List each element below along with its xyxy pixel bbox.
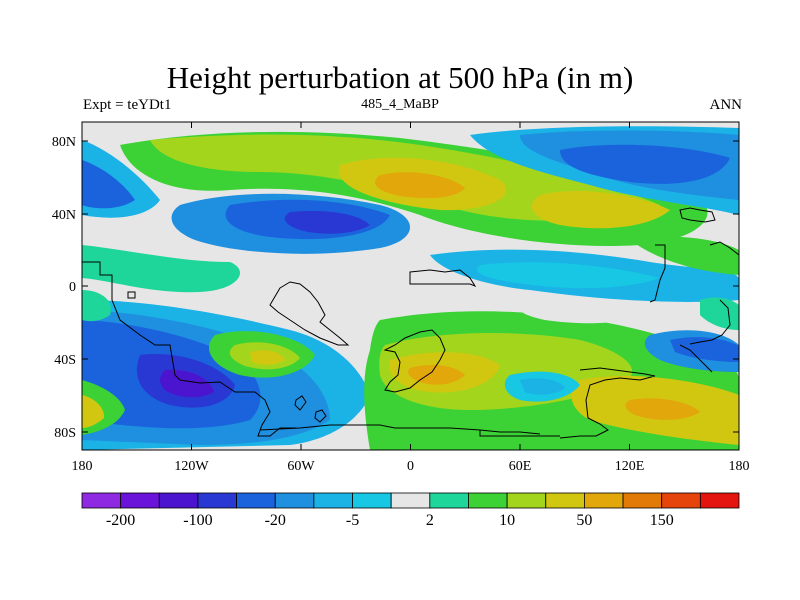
lat-label-80s: 80S bbox=[54, 426, 76, 441]
lon-label-180e: 180 bbox=[729, 459, 750, 474]
colorbar-label: 150 bbox=[650, 512, 674, 529]
lon-label-60w: 60W bbox=[287, 459, 315, 474]
colorbar-swatch bbox=[661, 492, 701, 509]
colorbar-label: -20 bbox=[265, 512, 286, 529]
lat-axis: 80N 40N 0 40S 80S bbox=[52, 135, 739, 441]
colorbar-swatch bbox=[584, 492, 624, 509]
colorbar-swatch bbox=[352, 492, 392, 509]
colorbar-label: -100 bbox=[183, 512, 212, 529]
colorbar-swatch bbox=[158, 492, 199, 509]
colorbar-swatch bbox=[622, 492, 663, 509]
colorbar-label: 50 bbox=[576, 512, 592, 529]
colorbar-label: -5 bbox=[346, 512, 359, 529]
lon-axis: 180 120W 60W 0 60E 120E 180 bbox=[72, 122, 750, 474]
lat-label-80n: 80N bbox=[52, 135, 76, 150]
colorbar-swatch bbox=[429, 492, 469, 509]
colorbar-label: -200 bbox=[106, 512, 135, 529]
lon-label-180w: 180 bbox=[72, 459, 93, 474]
contour-field bbox=[82, 122, 739, 450]
lat-label-40n: 40N bbox=[52, 208, 76, 223]
time-label: 485_4_MaBP bbox=[361, 97, 439, 112]
colorbar-swatch bbox=[468, 492, 508, 509]
colorbar-swatch bbox=[506, 492, 547, 509]
coastlines bbox=[82, 207, 739, 439]
colorbar-label: 2 bbox=[426, 512, 434, 529]
colorbar bbox=[81, 492, 740, 509]
colorbar-swatch bbox=[81, 492, 122, 509]
lon-label-60e: 60E bbox=[509, 459, 532, 474]
plot-title: Height perturbation at 500 hPa (in m) bbox=[166, 60, 634, 95]
lat-label-0: 0 bbox=[69, 280, 76, 295]
lon-label-0: 0 bbox=[407, 459, 414, 474]
lat-label-40s: 40S bbox=[54, 353, 76, 368]
colorbar-swatch bbox=[545, 492, 585, 509]
colorbar-swatch bbox=[236, 492, 276, 509]
experiment-label: Expt = teYDt1 bbox=[83, 97, 172, 113]
colorbar-swatch bbox=[120, 492, 160, 509]
season-label: ANN bbox=[709, 97, 743, 113]
colorbar-swatch bbox=[274, 492, 315, 509]
colorbar-swatch bbox=[313, 492, 353, 509]
colorbar-labels: -200 -100 -20 -5 2 10 50 150 bbox=[106, 512, 674, 529]
colorbar-swatch bbox=[390, 492, 431, 509]
colorbar-swatch bbox=[699, 492, 740, 509]
lon-label-120e: 120E bbox=[615, 459, 645, 474]
colorbar-label: 10 bbox=[499, 512, 515, 529]
colorbar-swatch bbox=[197, 492, 237, 509]
lon-label-120w: 120W bbox=[174, 459, 209, 474]
